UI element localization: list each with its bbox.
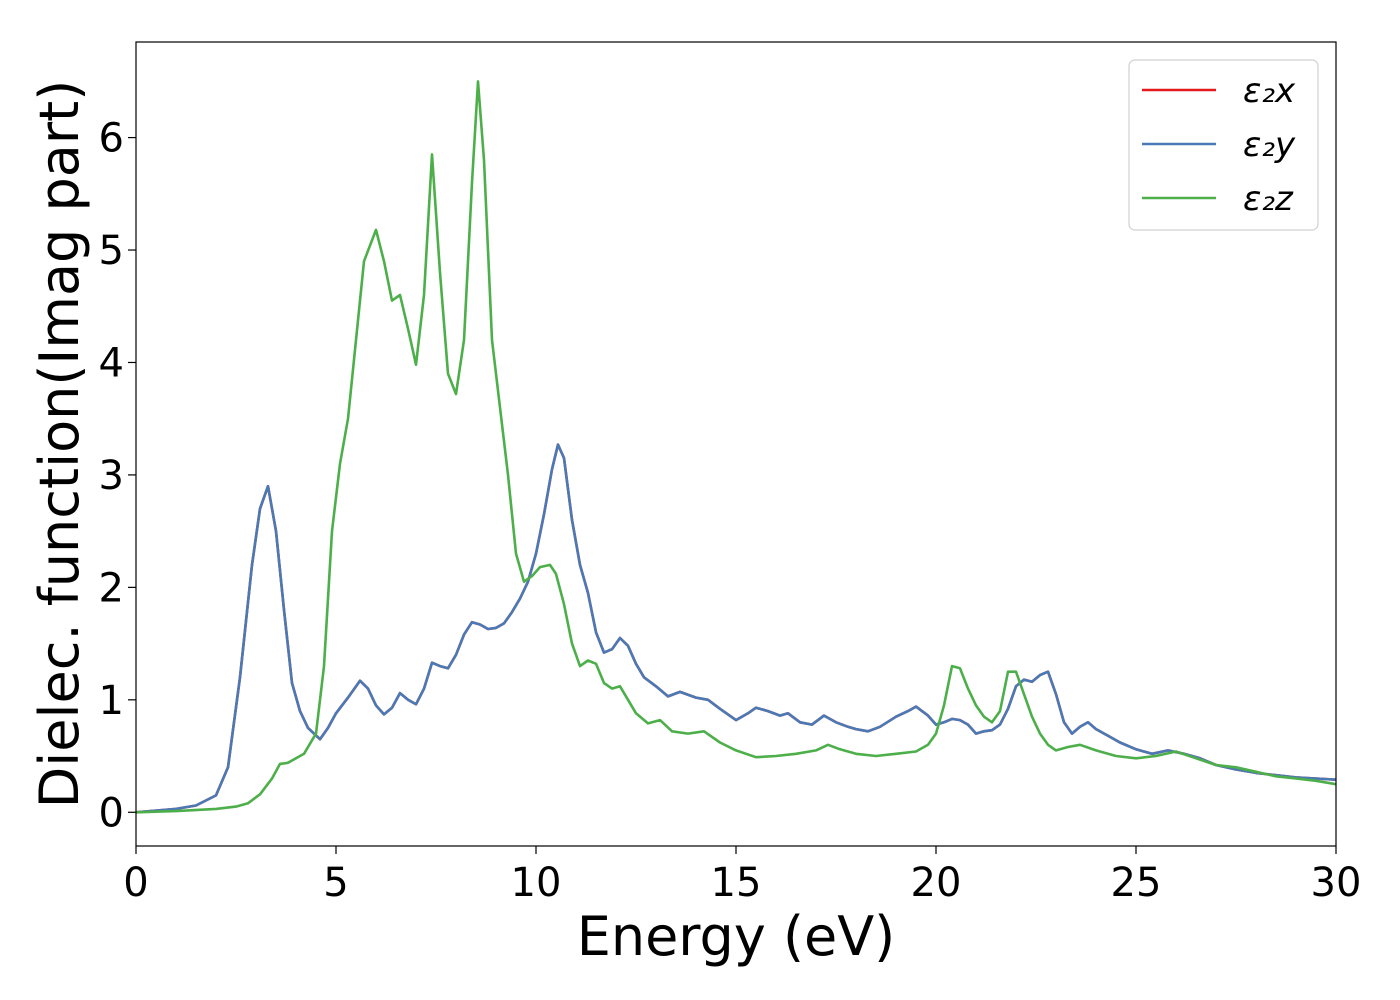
legend: ε₂x ε₂y ε₂z	[1128, 59, 1319, 231]
y-tick-label: 2	[99, 565, 124, 611]
series-line-2	[136, 80, 1336, 814]
axes-layer: 0 5 10 15 20 25 30 0 1 2 3 4 5 6	[99, 41, 1362, 906]
x-tick-label: 0	[123, 860, 148, 906]
x-tick-label: 20	[911, 860, 962, 906]
x-tick-label: 5	[323, 860, 348, 906]
series-line-1	[136, 443, 1336, 814]
legend-label-2: ε₂z	[1243, 179, 1294, 219]
legend-label-0: ε₂x	[1243, 71, 1296, 111]
y-tick-label: 0	[99, 790, 124, 836]
x-tick-label: 25	[1111, 860, 1162, 906]
x-tick-label: 15	[711, 860, 762, 906]
y-tick-label: 4	[99, 340, 124, 386]
x-axis-title: Energy (eV)	[577, 905, 896, 968]
y-axis-title: Dielec. function(Imag part)	[28, 80, 91, 809]
legend-label-1: ε₂y	[1243, 125, 1296, 165]
y-tick-label: 5	[99, 228, 124, 274]
x-tick-label: 10	[511, 860, 562, 906]
y-tick-label: 3	[99, 453, 124, 499]
y-tick-label: 6	[99, 116, 124, 162]
x-tick-label: 30	[1311, 860, 1362, 906]
y-tick-label: 1	[99, 678, 124, 724]
series-layer	[136, 80, 1336, 814]
legend-box	[1128, 59, 1319, 231]
